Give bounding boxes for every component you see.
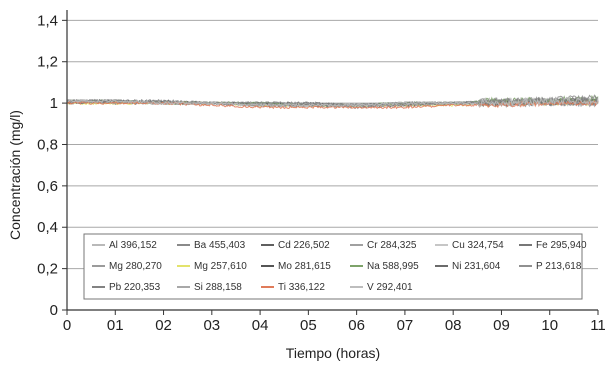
y-tick-label: 0,8 [37, 136, 58, 153]
legend-label: Ni 231,604 [452, 261, 501, 272]
x-tick-label: 04 [252, 317, 269, 334]
legend-label: Ti 336,122 [278, 282, 325, 293]
y-tick-label: 0,4 [37, 219, 58, 236]
legend-label: Ba 455,403 [194, 240, 246, 251]
legend-label: Mo 281,615 [278, 261, 331, 272]
y-tick-label: 1 [50, 95, 58, 112]
x-tick-label: 03 [203, 317, 220, 334]
tick-labels: 0 0,2 0,4 0,6 0,8 1 1,2 1,4 0 01 02 03 04 05 06 07 08 09 1… [37, 12, 606, 334]
legend-label: Fe 295,940 [536, 240, 587, 251]
legend: Al 396,152 Ba 455,403 Cd 226,502 Cr 284,325… [83, 233, 587, 300]
legend-label: Mg 257,610 [194, 261, 247, 272]
gridlines [67, 19, 598, 270]
x-tick-label: 09 [493, 317, 510, 334]
axes [62, 10, 599, 315]
series-line [66, 95, 599, 108]
y-tick-label: 1,4 [37, 12, 58, 29]
legend-label: Cu 324,754 [452, 240, 504, 251]
legend-label: V 292,401 [367, 282, 413, 293]
x-tick-label: 01 [107, 317, 124, 334]
x-axis-title: Tiempo (horas) [286, 345, 380, 361]
x-tick-label: 06 [348, 317, 365, 334]
legend-label: Mg 280,270 [109, 261, 162, 272]
legend-label: Na 588,995 [367, 261, 419, 272]
y-tick-label: 1,2 [37, 54, 58, 71]
x-tick-label: 07 [397, 317, 414, 334]
y-axis-title: Concentración (mg/l) [7, 110, 23, 240]
y-tick-label: 0,6 [37, 178, 58, 195]
data-series [66, 94, 599, 110]
x-tick-label: 08 [445, 317, 462, 334]
x-tick-label: 10 [541, 317, 558, 334]
legend-label: Pb 220,353 [109, 282, 161, 293]
legend-label: Cr 284,325 [367, 240, 417, 251]
x-tick-label: 11 [590, 317, 606, 334]
legend-label: Cd 226,502 [278, 240, 330, 251]
y-tick-label: 0 [50, 302, 58, 319]
legend-label: P 213,618 [536, 261, 582, 272]
x-tick-label: 05 [300, 317, 317, 334]
x-tick-label: 02 [155, 317, 172, 334]
legend-box [83, 233, 583, 300]
x-tick-label: 0 [63, 317, 71, 334]
legend-label: Si 288,158 [194, 282, 242, 293]
y-tick-label: 0,2 [37, 261, 58, 278]
legend-label: Al 396,152 [109, 240, 157, 251]
